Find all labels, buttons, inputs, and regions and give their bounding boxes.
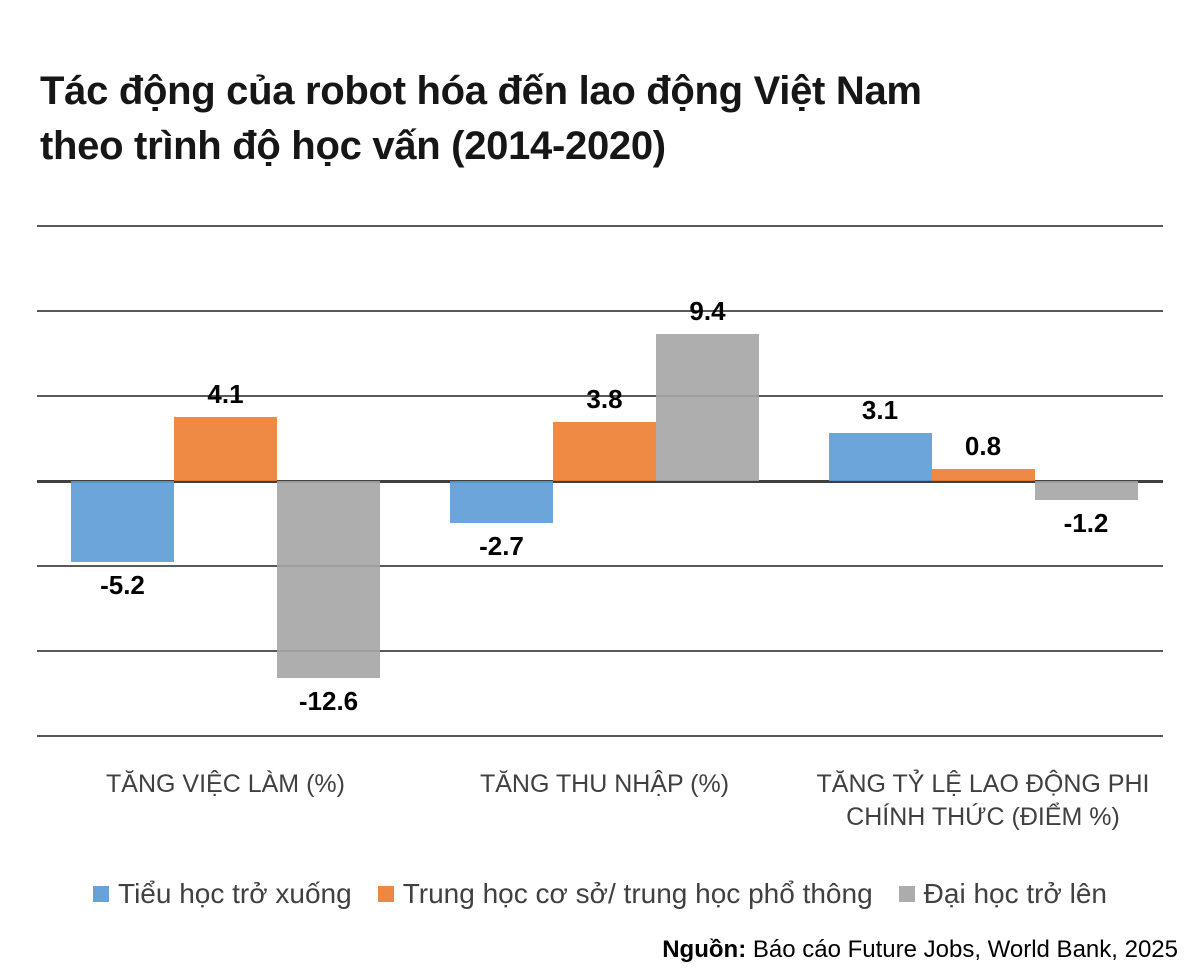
bar-series3-cat2: [656, 334, 759, 481]
bar-series1-cat3: [828, 432, 932, 481]
gridline: [37, 310, 1163, 312]
source-note: Nguồn: Báo cáo Future Jobs, World Bank, …: [662, 936, 1178, 964]
legend-item: Trung học cơ sở/ trung học phổ thông: [377, 878, 873, 910]
bar-value-label: 3.8: [586, 383, 623, 414]
source-label: Nguồn:: [662, 936, 747, 963]
bar-series1-cat2: [450, 481, 553, 524]
bar-value-label: -5.2: [100, 570, 145, 601]
bar-series2-cat1: [174, 417, 277, 481]
bar-series1-cat1: [71, 481, 174, 563]
gridline: [37, 395, 1163, 397]
legend-swatch-icon: [377, 886, 394, 902]
bar-series2-cat2: [553, 421, 656, 481]
bar-value-label: 0.8: [964, 430, 1002, 461]
legend-item: Đại học trở lên: [898, 878, 1107, 910]
gridline: [37, 735, 1163, 737]
category-label-1: TĂNG VIỆC LÀM (%): [106, 770, 345, 798]
gridline: [37, 650, 1163, 652]
legend-swatch-icon: [93, 886, 110, 902]
legend-label: Tiểu học trở xuống: [118, 878, 352, 909]
chart-title-line2: theo trình độ học vấn (2014-2020): [40, 124, 666, 168]
bar-value-label: 4.1: [207, 379, 244, 410]
bar-value-label: -2.7: [479, 531, 524, 562]
legend-swatch-icon: [898, 886, 915, 902]
gridline: [37, 565, 1163, 567]
chart-title-line1: Tác động của robot hóa đến lao động Việt…: [40, 69, 922, 113]
chart-legend: Tiểu học trở xuống Trung học cơ sở/ trung…: [0, 872, 1200, 916]
bar-value-label: 3.1: [861, 394, 899, 425]
legend-label: Đại học trở lên: [923, 878, 1107, 909]
bar-series2-cat3: [931, 468, 1035, 481]
bar-value-label: -12.6: [298, 685, 359, 716]
category-label-2: TĂNG THU NHẬP (%): [479, 770, 730, 798]
bar-series3-cat3: [1034, 481, 1138, 500]
legend-label: Trung học cơ sở/ trung học phổ thông: [402, 878, 873, 909]
chart-title: Tác động của robot hóa đến lao động Việt…: [40, 64, 1060, 174]
category-label-3: TĂNG TỶ LỆ LAO ĐỘNG PHI CHÍNH THỨC (ĐIỂM…: [816, 770, 1150, 831]
plot-area: -5.2 -2.7 3.1 4.1 3.8 0.8 -12.6 9.4 -1.2: [37, 225, 1163, 737]
bar-series3-cat1: [277, 481, 380, 678]
bar-value-label: 9.4: [689, 296, 726, 327]
source-text: Báo cáo Future Jobs, World Bank, 2025: [746, 936, 1178, 963]
gridline: [37, 225, 1163, 227]
bar-value-label: -1.2: [1063, 507, 1109, 538]
zero-axis-line: [37, 480, 1163, 483]
legend-item: Tiểu học trở xuống: [93, 878, 352, 910]
